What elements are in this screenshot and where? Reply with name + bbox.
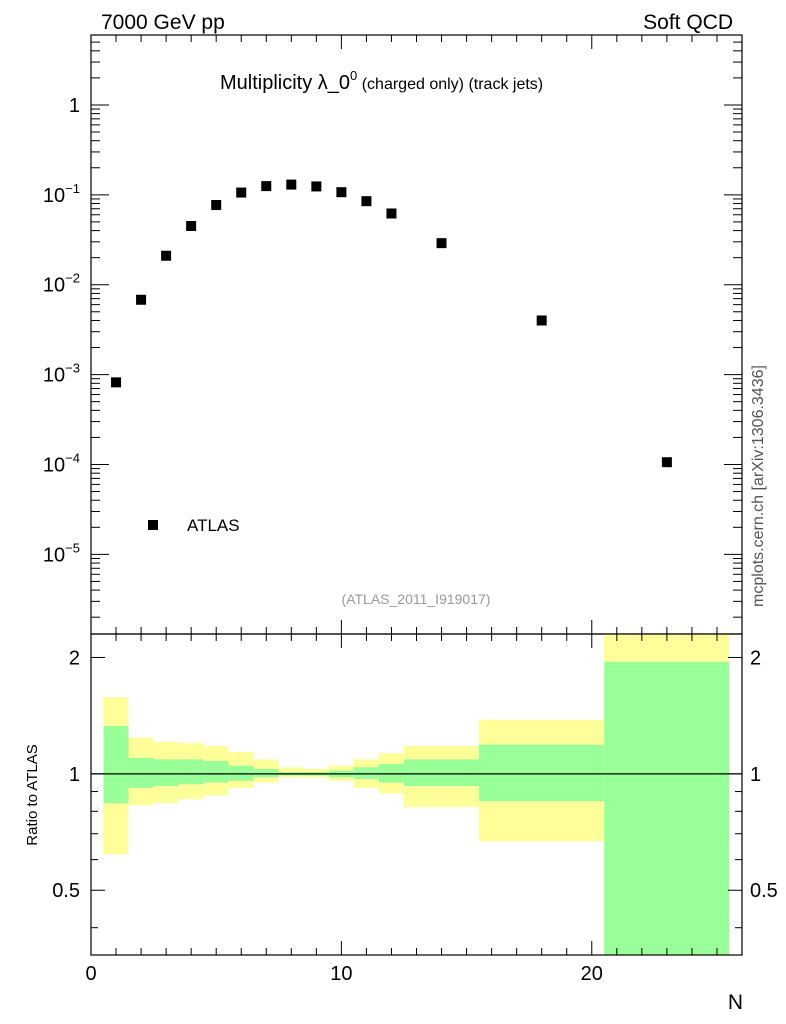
- ratio-y-axis-label: Ratio to ATLAS: [24, 744, 41, 845]
- data-point: [111, 377, 122, 388]
- ratio-y-tick-label-right: 1: [750, 764, 761, 786]
- ratio-inner-band-0: [103, 725, 129, 804]
- data-point: [261, 181, 272, 192]
- legend-marker: [148, 520, 158, 530]
- data-point: [661, 457, 672, 468]
- analysis-label: (ATLAS_2011_I919017): [342, 591, 491, 607]
- x-axis-label: N: [728, 991, 743, 1014]
- ratio-inner-band-10: [353, 767, 379, 779]
- data-point: [236, 187, 247, 198]
- data-point: [436, 238, 447, 249]
- ratio-inner-band-6: [253, 768, 279, 778]
- ratio-inner-band-4: [203, 760, 229, 783]
- data-point: [336, 187, 347, 198]
- main-plot: Multiplicity λ_00 (charged only) (track …: [43, 34, 743, 635]
- data-point: [311, 181, 322, 192]
- ratio-y-tick-label-right: 0.5: [750, 880, 778, 902]
- data-point: [211, 200, 222, 211]
- x-tick-label: 20: [581, 963, 603, 985]
- ratio-inner-band-2: [153, 759, 179, 787]
- ratio-y-tick-label-right: 2: [750, 647, 761, 669]
- plot-title: Multiplicity λ_00 (charged only) (track …: [220, 68, 543, 94]
- data-point: [161, 250, 172, 261]
- source-label: mcplots.cern.ch [arXiv:1306.3436]: [750, 365, 767, 607]
- y-tick-label: 10−3: [43, 361, 80, 387]
- ratio-y-tick-label-left: 1: [69, 764, 80, 786]
- ratio-inner-band-12: [403, 759, 480, 787]
- y-tick-label: 10−4: [43, 450, 80, 476]
- data-point: [136, 294, 147, 305]
- x-tick-label: 10: [330, 963, 352, 985]
- process-label: Soft QCD: [643, 11, 733, 34]
- y-tick-label: 10−1: [43, 181, 80, 207]
- ratio-y-tick-label-left: 2: [69, 647, 80, 669]
- y-tick-label: 1: [69, 95, 80, 117]
- ratio-inner-band-3: [178, 759, 204, 785]
- data-point: [186, 220, 197, 231]
- ratio-inner-band-14: [604, 661, 730, 955]
- ratio-plot: Ratio to ATLAS N 0 10 20 0.5 0.5 1 1 2 2: [24, 633, 778, 1014]
- data-point: [286, 179, 297, 190]
- main-plot-frame: [90, 34, 743, 635]
- x-tick-label: 0: [85, 963, 96, 985]
- ratio-inner-band-5: [228, 765, 254, 781]
- y-tick-label: 10−5: [43, 540, 80, 566]
- data-point: [536, 315, 547, 326]
- ratio-y-tick-label-left: 0.5: [52, 880, 80, 902]
- ratio-inner-band-1: [128, 757, 154, 788]
- energy-label: 7000 GeV pp: [101, 11, 225, 34]
- data-point: [386, 208, 397, 219]
- y-tick-label: 10−2: [43, 271, 80, 297]
- legend-label: ATLAS: [187, 516, 240, 535]
- ratio-inner-band-13: [479, 744, 605, 802]
- data-point: [361, 196, 372, 207]
